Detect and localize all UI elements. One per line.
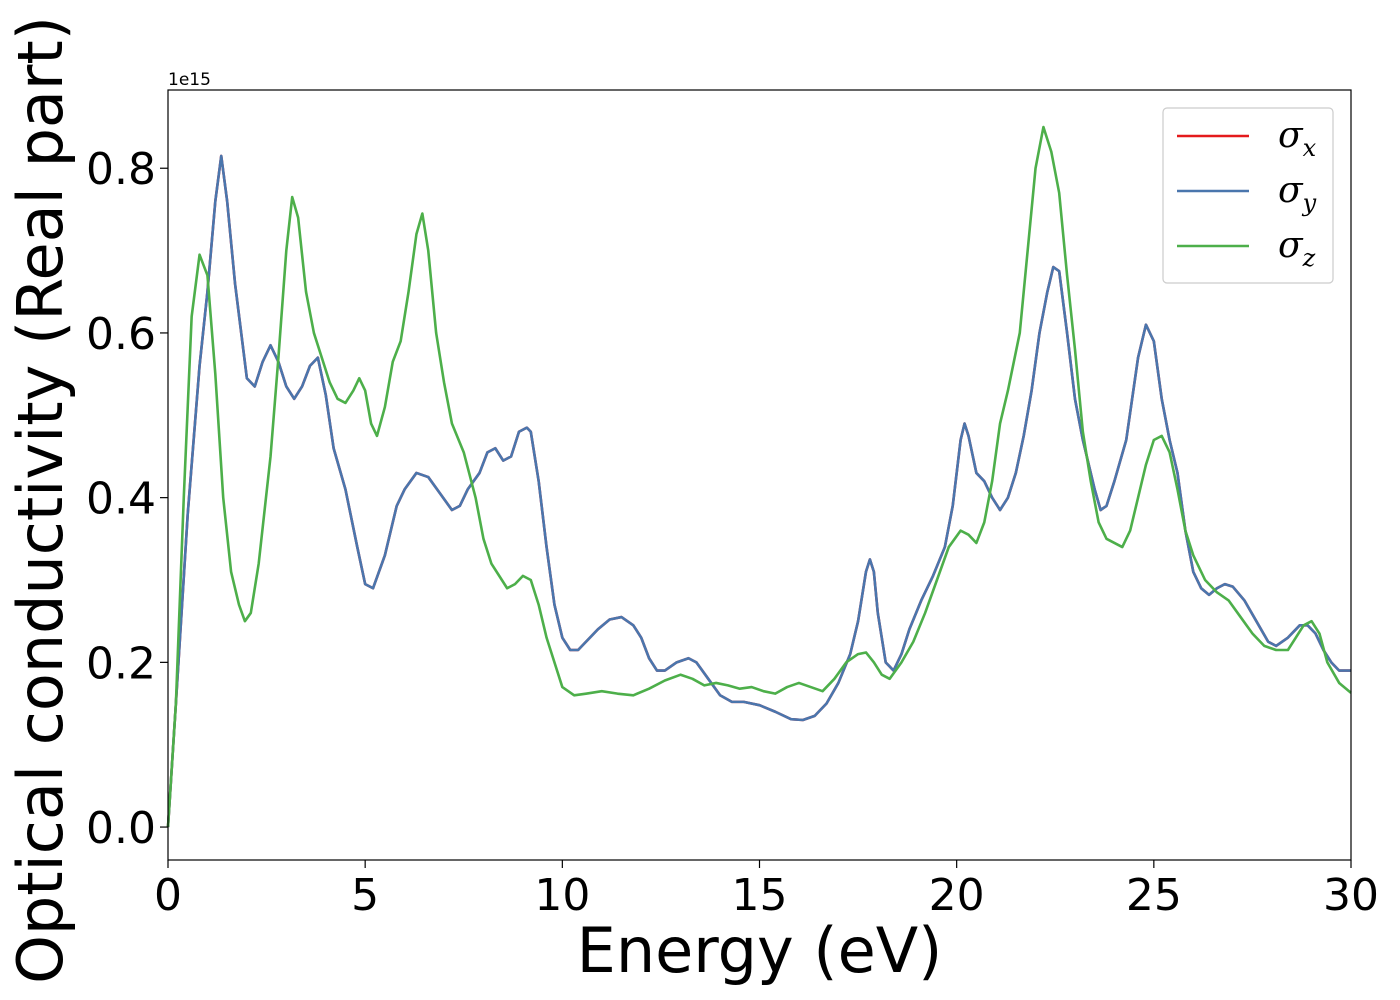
x-axis-title: Energy (eV) xyxy=(577,914,943,987)
x-tick-label: 0 xyxy=(154,870,182,921)
x-tick-label: 15 xyxy=(732,870,788,921)
x-tick-label: 10 xyxy=(534,870,590,921)
x-tick-label: 5 xyxy=(351,870,379,921)
y-tick-label: 0.4 xyxy=(86,474,156,525)
y-axis-offset-label: 1e15 xyxy=(168,70,211,90)
series-line-z xyxy=(166,125,1352,828)
legend-label-x: σx xyxy=(1278,115,1317,162)
x-tick-label: 25 xyxy=(1126,870,1182,921)
legend-box xyxy=(1162,107,1334,284)
y-tick-label: 0.2 xyxy=(86,638,156,689)
legend-label-y: σy xyxy=(1278,170,1317,217)
legend: σx σy σz xyxy=(1162,107,1334,284)
y-tick-label: 0.0 xyxy=(86,803,156,854)
legend-label-z: σz xyxy=(1278,225,1316,272)
x-axis-ticks: 0 5 10 15 20 25 30 xyxy=(154,860,1379,921)
x-tick-label: 30 xyxy=(1323,870,1379,921)
y-tick-label: 0.8 xyxy=(86,144,156,195)
y-axis-title: Optical conductivity (Real part) xyxy=(4,16,77,984)
y-tick-label: 0.6 xyxy=(86,309,156,360)
y-axis-ticks: 0.0 0.2 0.4 0.6 0.8 xyxy=(86,144,168,854)
plot-lines xyxy=(166,125,1352,828)
x-tick-label: 20 xyxy=(929,870,985,921)
series-line-y xyxy=(166,154,1351,828)
